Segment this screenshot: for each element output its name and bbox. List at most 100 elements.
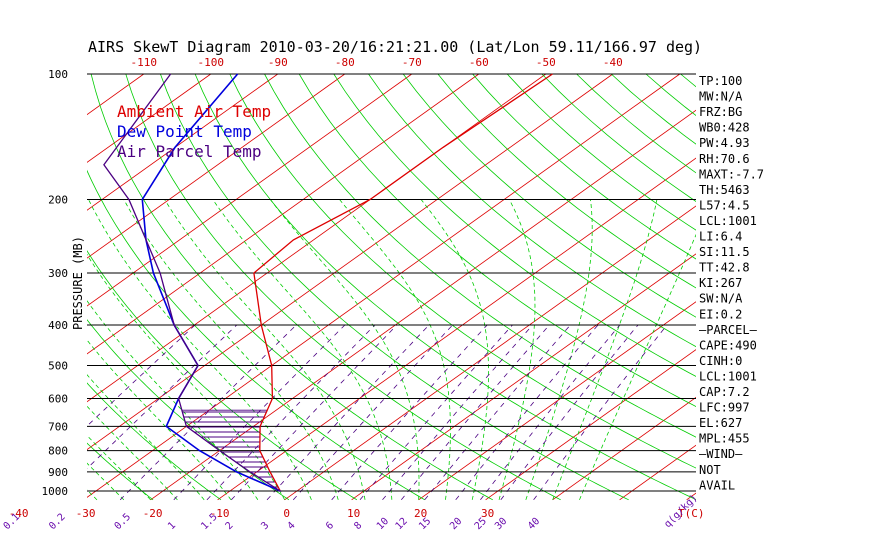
plot-background: [87, 72, 696, 505]
index-label: LFC:997: [699, 401, 750, 415]
moist-adiabat-line: [420, 199, 489, 500]
mixing-ratio-line: [293, 324, 453, 501]
moist-adiabat-line: [87, 339, 232, 501]
isotherm-line: [418, 301, 696, 501]
index-label: CAPE:490: [699, 338, 757, 352]
mixing-ratio-tick-label: 2: [224, 520, 236, 532]
top-temp-tick-label: -60: [469, 56, 489, 69]
pressure-tick-label: 500: [48, 359, 68, 372]
mixing-ratio-line: [424, 324, 571, 501]
dry-adiabat-line: [402, 73, 696, 318]
index-label: EL:627: [699, 416, 742, 430]
moist-adiabat-line: [0, 200, 43, 500]
index-label: LI:6.4: [699, 230, 742, 244]
mixing-ratio-line: [533, 324, 668, 501]
index-label: WB0:428: [699, 121, 750, 135]
isotherm-line: [0, 74, 10, 500]
y-axis-label: PRESSURE (MB): [71, 236, 85, 330]
profile-curves: [103, 73, 553, 493]
isotherm-line: [87, 73, 212, 163]
index-label: L57:4.5: [699, 198, 750, 212]
dry-adiabat-line: [264, 73, 696, 438]
moist-adiabat-line: [87, 405, 178, 501]
mixing-ratio-tick-label: 0.2: [47, 512, 68, 533]
isotherm-line: [87, 73, 480, 355]
isotherm-line: [87, 73, 614, 451]
bottom-temp-unit: T(C): [678, 507, 705, 520]
series-line-ambient-air-temp: [253, 73, 553, 492]
index-label: CAP:7.2: [699, 385, 750, 399]
index-label: TP:100: [699, 74, 742, 88]
mixing-ratio-tick-label: 3: [259, 520, 271, 532]
mixing-ratio-tick-label: 0.5: [113, 512, 134, 533]
isotherm-line: [284, 205, 696, 501]
pressure-tick-label: 300: [48, 267, 68, 280]
isotherm-line: [552, 396, 696, 501]
mixing-ratio-line: [206, 324, 376, 501]
index-label: TH:5463: [699, 183, 750, 197]
bottom-temp-tick-label: 0: [283, 507, 290, 520]
mixing-ratio-line: [480, 324, 621, 501]
moist-adiabat-line: [212, 199, 393, 500]
isotherm-line: [0, 74, 77, 500]
mixing-ratio-tick-label: 10: [375, 516, 391, 532]
index-label: TT:42.8: [699, 261, 750, 275]
moist-adiabat-line: [270, 199, 420, 500]
dry-adiabat-line: [87, 382, 222, 501]
index-label: FRZ:BG: [699, 105, 742, 119]
top-temp-tick-label: -100: [198, 56, 225, 69]
mixing-ratio-line: [87, 324, 196, 427]
bottom-temp-tick-label: 30: [481, 507, 494, 520]
moist-adiabat-line: [579, 233, 696, 500]
index-label: SW:N/A: [699, 292, 743, 306]
top-temp-tick-label: -40: [603, 56, 623, 69]
isotherm-line: [87, 73, 346, 259]
pressure-tick-label: 700: [48, 420, 68, 433]
bottom-temp-tick-label: -10: [210, 507, 230, 520]
isotherm-line: [351, 253, 696, 501]
dry-adiabat-line: [87, 442, 154, 501]
mixing-ratio-tick-label: 1: [166, 520, 178, 532]
dry-adiabat-line: [368, 73, 696, 348]
mixing-ratio-line: [266, 324, 430, 501]
moist-adiabat-line: [87, 374, 205, 501]
index-label: MW:N/A: [699, 90, 743, 104]
mixing-ratio-tick-label: 40: [526, 516, 542, 532]
mixing-ratio-line: [119, 324, 297, 501]
mixing-ratio-line: [400, 324, 550, 501]
isotherm-line: [485, 349, 696, 501]
mixing-ratio-tick-label: 20: [448, 516, 464, 532]
index-label: —PARCEL—: [699, 323, 758, 337]
mixing-ratio-tick-label: 4: [286, 520, 298, 532]
moist-adiabat-line: [88, 199, 312, 500]
bottom-temp-tick-label: -30: [76, 507, 96, 520]
index-label: PW:4.93: [699, 136, 750, 150]
dry-adiabat-line: [229, 73, 696, 469]
dry-adiabat-line: [87, 169, 426, 501]
pressure-tick-label: 100: [48, 68, 68, 81]
index-label: SI:11.5: [699, 245, 750, 259]
dry-adiabat-line: [437, 73, 696, 289]
dry-adiabat-line: [472, 73, 696, 260]
mixing-ratio-tick-label: 30: [493, 516, 509, 532]
dry-adiabat-line: [333, 73, 696, 377]
bottom-temp-tick-label: -40: [9, 507, 29, 520]
bottom-temp-tick-label: 20: [414, 507, 427, 520]
top-temp-tick-label: -50: [536, 56, 556, 69]
dry-adiabat-line: [87, 250, 358, 501]
index-label: —WIND—: [699, 447, 743, 461]
index-label: LCL:1001: [699, 214, 757, 228]
pressure-tick-label: 200: [48, 194, 68, 207]
index-label: MAXT:-7.7: [699, 167, 764, 181]
top-temp-tick-label: -90: [268, 56, 288, 69]
dry-adiabat-line: [0, 74, 17, 500]
dry-adiabat-line: [194, 73, 696, 500]
index-label: MPL:455: [699, 432, 750, 446]
pressure-tick-label: 900: [48, 466, 68, 479]
index-label: NOT: [699, 463, 721, 477]
pressure-tick-label: 400: [48, 319, 68, 332]
chart-title: AIRS SkewT Diagram 2010-03-20/16:21:21.0…: [88, 38, 702, 56]
dry-adiabat-line: [160, 73, 629, 501]
pressure-tick-label: 1000: [42, 485, 69, 498]
